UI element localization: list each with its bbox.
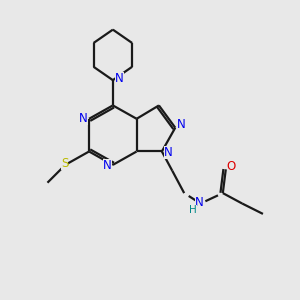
Text: N: N — [164, 146, 173, 160]
Text: N: N — [195, 196, 203, 208]
Text: S: S — [61, 157, 68, 170]
Text: N: N — [103, 159, 112, 172]
Text: N: N — [79, 112, 88, 125]
Text: N: N — [177, 118, 186, 131]
Text: H: H — [189, 205, 197, 215]
Text: O: O — [226, 160, 236, 173]
Text: N: N — [115, 72, 124, 85]
